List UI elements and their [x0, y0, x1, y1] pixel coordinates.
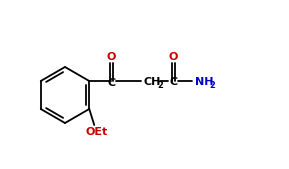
Text: C: C [169, 77, 177, 87]
Text: 2: 2 [157, 80, 163, 90]
Text: NH: NH [195, 77, 214, 87]
Text: C: C [107, 78, 115, 88]
Text: CH: CH [143, 77, 161, 87]
Text: OEt: OEt [85, 127, 108, 137]
Text: O: O [107, 52, 116, 62]
Text: 2: 2 [209, 80, 215, 90]
Text: O: O [168, 52, 178, 62]
